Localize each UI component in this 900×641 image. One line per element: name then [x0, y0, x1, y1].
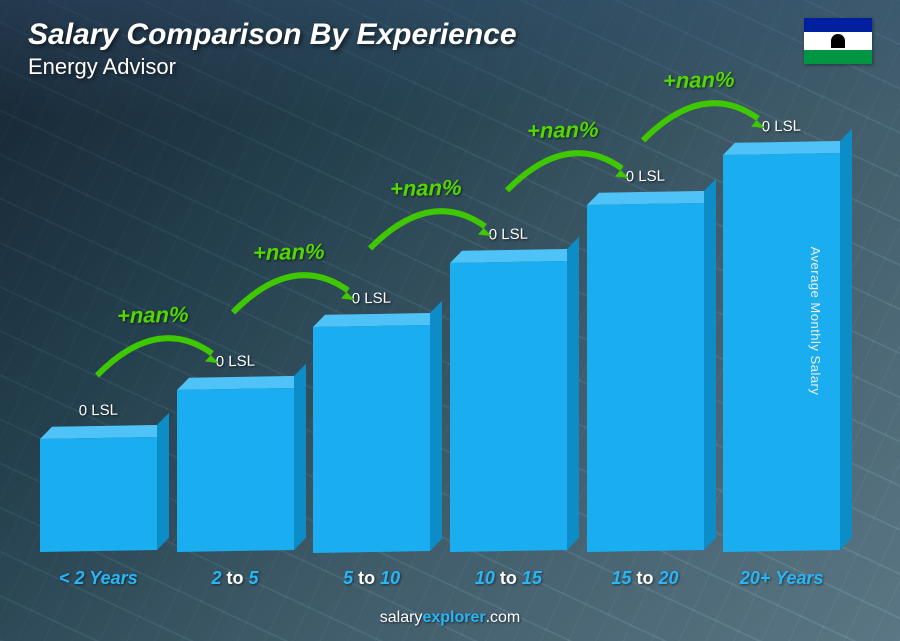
bar-value-label: 0 LSL	[79, 402, 118, 420]
bar-slot: 0 LSL+nan%	[313, 100, 430, 551]
bar-slot: 0 LSL+nan%	[177, 100, 294, 551]
bar-side	[430, 300, 442, 550]
x-axis-label: 10 to 15	[450, 568, 567, 589]
flag-stripe-top	[804, 18, 872, 32]
flag-emblem-icon	[831, 34, 845, 48]
bar-side	[293, 363, 305, 550]
growth-arrow-icon	[360, 197, 500, 259]
header: Salary Comparison By Experience Energy A…	[28, 18, 872, 80]
flag-stripe-bot	[804, 50, 872, 64]
bar: 0 LSL+nan%	[177, 388, 294, 552]
bar-chart: 0 LSL0 LSL+nan%0 LSL+nan%0 LSL+nan%0 LSL…	[40, 100, 840, 551]
growth-arrow-icon	[87, 323, 227, 385]
bar-front	[450, 261, 567, 552]
growth-arrow-icon	[497, 138, 637, 200]
chart-title: Salary Comparison By Experience	[28, 18, 517, 52]
x-axis-label: 15 to 20	[587, 568, 704, 589]
bar: 0 LSL+nan%	[313, 324, 430, 552]
bar-slot: 0 LSL+nan%	[587, 100, 704, 551]
country-flag-icon	[804, 18, 872, 64]
bar-front	[313, 324, 430, 552]
flag-stripe-mid	[804, 32, 872, 50]
chart-subtitle: Energy Advisor	[28, 54, 517, 80]
x-axis-label: 2 to 5	[177, 568, 294, 589]
bar-front	[177, 388, 294, 552]
title-block: Salary Comparison By Experience Energy A…	[28, 18, 517, 80]
bar-front	[587, 203, 704, 552]
x-axis-label: 5 to 10	[313, 568, 430, 589]
brand-tld: .com	[486, 609, 521, 626]
x-axis-label: 20+ Years	[723, 568, 840, 589]
bar: 0 LSL	[40, 437, 157, 552]
bar-side	[157, 413, 169, 550]
brand-suffix: explorer	[422, 609, 485, 626]
growth-arrow-icon	[633, 88, 773, 150]
bar-side	[703, 179, 715, 550]
x-axis-labels: < 2 Years 2 to 5 5 to 10 10 to 15 15 to 20 20…	[40, 568, 840, 589]
growth-arrow-icon	[223, 260, 363, 322]
bar-side	[567, 237, 579, 550]
bar-side	[840, 129, 852, 550]
footer-brand: salaryexplorer.com	[0, 609, 900, 627]
bar: 0 LSL+nan%	[587, 203, 704, 552]
y-axis-label: Average Monthly Salary	[808, 246, 823, 395]
x-axis-label: < 2 Years	[40, 568, 157, 589]
bar: 0 LSL+nan%	[450, 261, 567, 552]
brand-prefix: salary	[380, 609, 423, 626]
bar-front	[40, 437, 157, 552]
